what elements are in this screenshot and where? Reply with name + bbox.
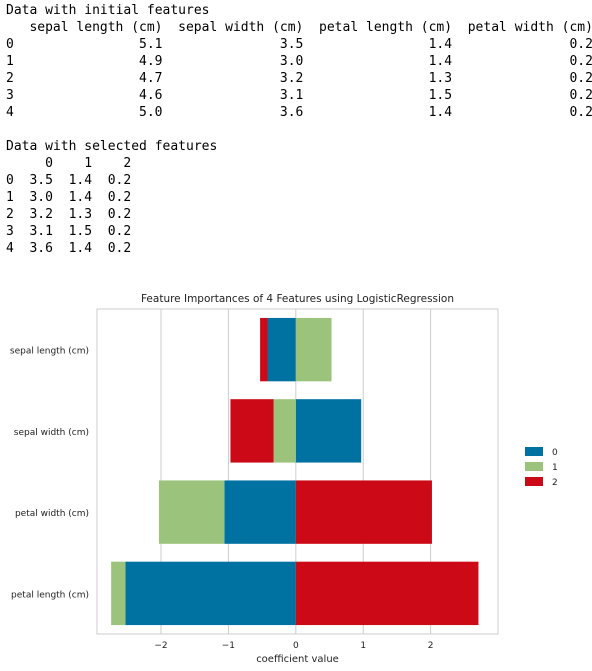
table-cell: 0.2 xyxy=(569,54,592,69)
bar-2-3 xyxy=(295,561,479,626)
table-cell: 3.2 xyxy=(279,71,304,86)
table-header-row: 0 1 2 xyxy=(6,155,217,172)
table-cell: 1.4 xyxy=(68,241,93,256)
bar-1-2 xyxy=(159,480,225,544)
row-index: 1 xyxy=(6,190,14,205)
row-index: 2 xyxy=(6,71,14,86)
bar-1-3 xyxy=(111,561,126,626)
column-header: sepal width (cm) xyxy=(178,20,304,35)
table-cell: 5.0 xyxy=(139,105,163,120)
bar-2-1 xyxy=(230,399,274,463)
table-row: 0 5.1 3.5 1.4 0.2 xyxy=(6,36,592,53)
output-selected-features: Data with selected features 0 1 2 0 3.5 1.4 0.2… xyxy=(6,138,217,257)
table-cell: 1.3 xyxy=(68,207,93,222)
output-heading: Data with selected features xyxy=(6,139,218,154)
table-cell: 4.9 xyxy=(139,54,163,69)
output-heading: Data with initial features xyxy=(6,3,210,18)
table-cell: 3.0 xyxy=(279,54,304,69)
legend-swatch-1 xyxy=(525,462,543,471)
table-row: 2 3.2 1.3 0.2 xyxy=(6,206,217,223)
table-cell: 1.5 xyxy=(428,88,453,103)
bar-0-2 xyxy=(224,480,296,544)
legend-label: 1 xyxy=(552,463,558,473)
table-cell: 0.2 xyxy=(569,88,592,103)
column-header: petal width (cm) xyxy=(467,20,592,35)
x-axis-label: coefficient value xyxy=(256,654,339,665)
table-cell: 1.4 xyxy=(428,37,453,52)
column-header: 1 xyxy=(84,156,93,171)
table-cell: 3.6 xyxy=(29,241,53,256)
x-tick-label: −2 xyxy=(154,641,167,651)
y-tick-label: sepal length (cm) xyxy=(10,347,89,357)
bar-0-3 xyxy=(125,561,296,626)
column-header: 2 xyxy=(123,156,132,171)
table-cell: 3.6 xyxy=(279,105,304,120)
table-cell: 1.4 xyxy=(68,190,93,205)
table-row: 0 3.5 1.4 0.2 xyxy=(6,172,217,189)
table-row: 4 3.6 1.4 0.2 xyxy=(6,240,217,257)
table-cell: 0.2 xyxy=(107,173,132,188)
row-index: 1 xyxy=(6,54,14,69)
row-index: 3 xyxy=(6,224,14,239)
table-cell: 3.5 xyxy=(29,173,53,188)
table-cell: 3.0 xyxy=(29,190,53,205)
bar-0-0 xyxy=(267,317,296,382)
feature-importance-chart: sepal length (cm) sepal width (cm) petal w… xyxy=(10,293,558,665)
table-cell: 0.2 xyxy=(107,224,132,239)
table-row: 4 5.0 3.6 1.4 0.2 xyxy=(6,104,592,121)
table-cell: 3.1 xyxy=(279,88,304,103)
row-index: 4 xyxy=(6,241,14,256)
table-cell: 5.1 xyxy=(139,37,163,52)
y-tick-label: petal width (cm) xyxy=(15,509,89,519)
table-cell: 3.2 xyxy=(29,207,53,222)
legend-swatch-2 xyxy=(525,477,543,486)
column-header: 0 xyxy=(45,156,53,171)
row-index: 3 xyxy=(6,88,14,103)
table-cell: 0.2 xyxy=(569,105,592,120)
table-cell: 3.5 xyxy=(279,37,304,52)
plot-frame xyxy=(96,308,499,635)
table-header-row: sepal length (cm) sepal width (cm) petal l… xyxy=(6,19,592,36)
column-header: petal length (cm) xyxy=(319,20,453,35)
bar-1-0 xyxy=(295,317,332,382)
table-cell: 0.2 xyxy=(569,37,592,52)
column-header: sepal length (cm) xyxy=(29,20,163,35)
table-cell: 1.4 xyxy=(428,54,453,69)
table-cell: 1.4 xyxy=(428,105,453,120)
bar-0-1 xyxy=(295,399,362,463)
legend-swatch-0 xyxy=(525,447,543,456)
x-tick-label: 0 xyxy=(293,641,299,651)
x-tick-label: 2 xyxy=(428,641,434,651)
table-cell: 1.5 xyxy=(68,224,93,239)
table-cell: 0.2 xyxy=(107,241,132,256)
chart-title: Feature Importances of 4 Features using … xyxy=(141,293,454,305)
x-tick-label: −1 xyxy=(222,641,235,651)
table-cell: 3.1 xyxy=(29,224,53,239)
table-row: 1 4.9 3.0 1.4 0.2 xyxy=(6,53,592,70)
table-row: 3 4.6 3.1 1.5 0.2 xyxy=(6,87,592,104)
table-cell: 4.6 xyxy=(139,88,163,103)
table-cell: 0.2 xyxy=(107,190,132,205)
row-index: 4 xyxy=(6,105,14,120)
x-tick-label: 1 xyxy=(360,641,366,651)
row-index: 0 xyxy=(6,173,14,188)
bar-2-2 xyxy=(295,480,432,544)
y-tick-label: sepal width (cm) xyxy=(14,428,89,438)
table-row: 3 3.1 1.5 0.2 xyxy=(6,223,217,240)
table-cell: 0.2 xyxy=(569,71,592,86)
table-row: 1 3.0 1.4 0.2 xyxy=(6,189,217,206)
bar-1-1 xyxy=(273,399,296,463)
table-cell: 4.7 xyxy=(139,71,163,86)
table-cell: 1.4 xyxy=(68,173,93,188)
row-index: 0 xyxy=(6,37,14,52)
y-tick-label: petal length (cm) xyxy=(11,590,89,600)
table-cell: 1.3 xyxy=(428,71,453,86)
legend-label: 2 xyxy=(552,478,558,488)
output-initial-features: Data with initial features sepal length (… xyxy=(6,2,592,121)
table-cell: 0.2 xyxy=(107,207,132,222)
row-index: 2 xyxy=(6,207,14,222)
table-row: 2 4.7 3.2 1.3 0.2 xyxy=(6,70,592,87)
legend-label: 0 xyxy=(552,448,558,458)
bar-2-0 xyxy=(260,317,268,382)
